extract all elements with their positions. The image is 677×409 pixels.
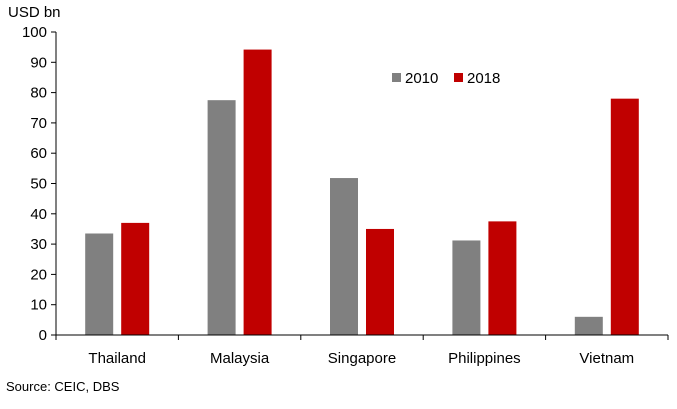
y-tick-label: 60 [30,145,47,162]
bar-2010-philippines [452,240,481,335]
bar-2010-singapore [330,178,358,335]
legend-label: 2010 [405,70,438,87]
legend-swatch [392,73,401,82]
bar-2018-malaysia [243,49,272,335]
x-tick-label: Vietnam [579,350,634,367]
bar-2010-malaysia [207,100,236,335]
y-tick-label: 100 [22,24,47,41]
x-tick-label: Philippines [448,350,521,367]
y-tick-label: 40 [30,206,47,223]
y-tick-label: 30 [30,236,47,253]
bar-2010-vietnam [574,316,603,335]
x-tick-label: Thailand [88,350,146,367]
axes [55,32,669,340]
bars [85,49,639,335]
y-tick-label: 0 [39,327,47,344]
y-tick-label: 80 [30,85,47,102]
bar-2018-philippines [488,221,517,335]
bar-2018-vietnam [610,98,639,335]
x-tick-label: Malaysia [210,350,270,367]
y-tick-label: 50 [30,176,47,193]
legend: 2010 2018 [392,70,500,87]
y-tick-label: 90 [30,54,47,71]
source-note: Source: CEIC, DBS [6,379,120,394]
y-tick-label: 10 [30,297,47,314]
legend-swatch [454,73,463,82]
y-tick-label: 20 [30,266,47,283]
y-axis-unit-label: USD bn [8,4,61,21]
category-labels: Thailand Malaysia Singapore Philippines Viet… [88,350,634,367]
y-tick-label: 70 [30,115,47,132]
bar-2010-thailand [85,233,114,335]
bar-2018-thailand [121,222,150,335]
bar-2018-singapore [366,228,394,335]
x-tick-label: Singapore [328,350,396,367]
legend-label: 2018 [467,70,500,87]
y-axis-ticks: 0 10 20 30 40 50 60 70 80 90 100 [22,24,56,344]
